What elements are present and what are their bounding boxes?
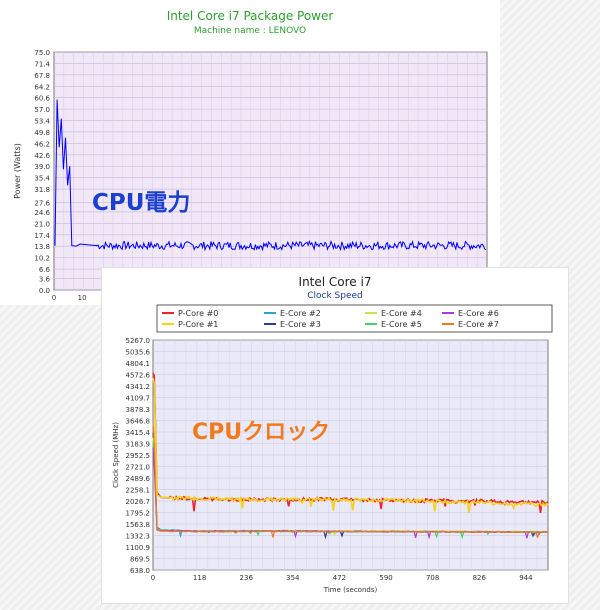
clock-y-tick-label: 3183.9 [126,441,151,449]
clock-chart-panel: Intel Core i7 Clock Speed P-Core #0 P-Cor… [101,267,569,604]
clock-chart-subtitle: Clock Speed [307,291,363,301]
clock-series-line [152,377,549,514]
power-y-tick-label: 3.6 [39,276,51,284]
clock-x-tick-label: 236 [240,574,254,582]
clock-x-tick-label: 118 [193,574,206,582]
clock-y-tick-label: 4572.6 [126,372,151,380]
power-y-tick-label: 60.6 [34,95,50,103]
power-series-line [54,99,487,252]
clock-overlay-label: CPUクロック [192,420,331,445]
clock-y-tick-label: 4804.1 [126,360,151,368]
clock-x-axis-label: Time (seconds) [323,586,378,594]
power-y-tick-label: 53.4 [34,118,50,126]
power-x-tick-label: 0 [52,294,56,302]
clock-x-tick-label: 0 [151,574,155,582]
clock-x-tick-label: 354 [286,574,300,582]
clock-y-tick-label: 638.0 [130,567,150,575]
clock-y-tick-label: 2721.0 [126,464,151,472]
clock-legend-box [156,304,553,333]
clock-y-tick-label: 3646.8 [126,418,151,426]
clock-y-tick-label: 2952.5 [126,452,151,460]
clock-y-tick-label: 1100.9 [126,544,151,552]
clock-y-tick-label: 4341.2 [126,383,151,391]
clock-x-tick-label: 944 [519,574,533,582]
clock-y-tick-label: 3878.3 [126,406,151,414]
power-y-tick-label: 46.2 [34,140,50,148]
power-y-tick-label: 35.4 [34,175,50,183]
power-chart: 0.0 3.6 6.6 10.2 13.8 17.4 21.0 24.6 27.6 31.8 35.… [13,49,488,302]
clock-y-tick-label: 1795.2 [126,510,151,518]
power-y-tick-label: 6.6 [39,266,51,274]
clock-legend-label: E-Core #6 [458,309,499,318]
clock-legend-label: P-Core #0 [178,309,218,318]
power-y-tick-label: 31.8 [34,186,50,194]
power-y-tick-label: 49.8 [34,129,50,137]
clock-chart-title: Intel Core i7 [298,275,372,289]
power-y-tick-label: 17.4 [34,232,50,240]
clock-legend-label: E-Core #4 [381,309,422,318]
clock-legend-label: E-Core #3 [280,320,321,329]
clock-y-tick-label: 3415.4 [126,429,151,437]
power-y-tick-label: 13.8 [34,243,50,251]
power-y-tick-label: 67.8 [34,72,50,80]
clock-y-tick-label: 2489.6 [126,475,151,483]
clock-series-line [152,422,549,538]
power-y-axis-label: Power (Watts) [13,143,22,199]
power-y-tick-label: 71.4 [34,60,50,68]
clock-x-tick-label: 826 [473,574,487,582]
power-y-tick-label: 10.2 [34,255,50,263]
clock-x-tick-label: 708 [426,574,439,582]
clock-y-tick-label: 1332.3 [126,533,151,541]
power-chart-title: Intel Core i7 Package Power [166,9,334,23]
power-chart-panel: Intel Core i7 Package Power Machine name… [0,0,500,305]
clock-legend-label: E-Core #2 [280,309,321,318]
power-y-tick-label: 0.0 [39,287,50,295]
power-y-tick-label: 75.0 [34,49,50,57]
clock-y-tick-label: 1563.8 [126,521,151,529]
clock-legend-label: E-Core #7 [458,320,499,329]
clock-y-tick-label: 5267.0 [126,337,151,345]
power-y-tick-label: 27.6 [34,199,50,207]
power-y-tick-label: 64.2 [34,83,50,91]
power-chart-subtitle: Machine name : LENOVO [193,26,307,36]
power-x-tick-label: 10 [78,294,87,302]
power-y-tick-label: 24.6 [34,209,50,217]
clock-y-tick-label: 2258.1 [126,487,151,495]
clock-x-tick-label: 590 [379,574,392,582]
clock-legend-label: E-Core #5 [381,320,422,329]
clock-y-tick-label: 869.5 [130,555,150,563]
clock-y-tick-label: 4109.7 [126,395,151,403]
power-y-tick-label: 39.0 [34,163,50,171]
clock-y-tick-label: 5035.6 [126,348,151,356]
clock-x-tick-label: 472 [333,574,346,582]
clock-y-tick-label: 2026.7 [126,498,151,506]
power-y-tick-label: 21.0 [34,220,50,228]
power-overlay-label: CPU電力 [92,190,191,216]
power-y-tick-label: 42.6 [34,152,50,160]
clock-legend-label: P-Core #1 [178,320,218,329]
clock-y-axis-label: Clock Speed (MHz) [112,422,120,488]
power-y-tick-label: 57.0 [34,106,50,114]
clock-chart: P-Core #0 P-Core #1 E-Core #2 E-Core #3 E-Co… [112,304,553,594]
